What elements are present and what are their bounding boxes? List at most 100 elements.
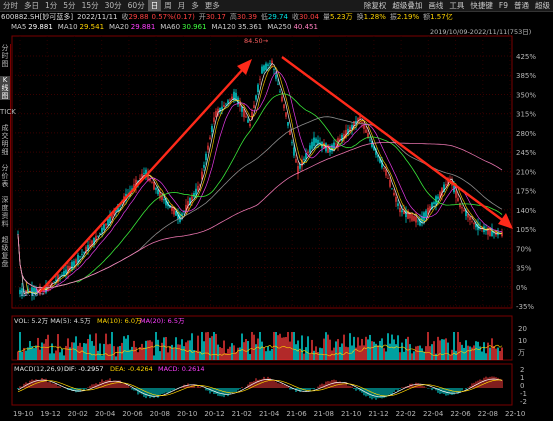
time-tick-label: 21-08 — [314, 410, 334, 418]
side-tab-2[interactable]: TICK — [0, 108, 16, 116]
period-tab-8[interactable]: 周 — [164, 1, 172, 10]
period-tab-5[interactable]: 30分 — [104, 1, 122, 10]
time-tick-label: 21-04 — [259, 410, 280, 418]
volume-bar — [151, 341, 153, 360]
period-tab-1[interactable]: 多日 — [24, 1, 39, 10]
candle-body — [77, 254, 79, 264]
volume-bar — [401, 342, 403, 360]
side-tab-3[interactable]: 成交明细 — [1, 124, 9, 156]
candle-body — [257, 84, 259, 93]
ma-line-0 — [17, 63, 503, 295]
volume-bar — [481, 351, 483, 360]
tool-button-3[interactable]: 工具 — [449, 1, 465, 10]
period-tab-11[interactable]: 更多 — [204, 1, 220, 10]
side-tab-5[interactable]: 深度资料 — [1, 196, 9, 228]
tool-button-5[interactable]: F9 — [498, 1, 508, 10]
period-tab-4[interactable]: 15分 — [81, 1, 99, 10]
tool-button-0[interactable]: 除复权 — [363, 1, 387, 10]
volume-bar — [95, 333, 97, 360]
candle-body — [377, 154, 379, 158]
time-axis: 19-10 19-12 20-02 20-04 20-06 20-08 20-10 20-12… — [13, 410, 525, 418]
period-tab-6[interactable]: 60分 — [127, 1, 145, 10]
tool-button-6[interactable]: 普通 — [514, 1, 529, 10]
volume-bar — [165, 337, 167, 360]
candle-body — [33, 287, 35, 295]
volume-bar — [201, 332, 203, 360]
macd-title: MACD(12,26,9) — [14, 365, 63, 373]
tool-button-1[interactable]: 超级叠加 — [392, 1, 423, 10]
side-tab-6[interactable]: 超级复盘 — [1, 236, 9, 268]
candle-body — [433, 202, 435, 204]
volume-bar — [301, 335, 303, 360]
period-tab-10[interactable]: 多 — [191, 1, 199, 10]
tool-button-7[interactable]: 超级 — [535, 1, 550, 10]
candle-body — [139, 178, 141, 180]
volume-bar — [249, 354, 251, 360]
time-tick-label: 21-10 — [341, 410, 361, 418]
volume-bar — [309, 353, 311, 360]
volume-bar — [363, 345, 365, 360]
period-tab-9[interactable]: 月 — [177, 1, 186, 10]
volume-bar — [215, 333, 217, 360]
time-tick-label: 22-02 — [396, 410, 416, 418]
ma-value-ma5: 29.881 — [28, 22, 53, 31]
volume-title: VOL: 5.2万 MA(5): 4.5万 — [14, 317, 91, 325]
candle-body — [471, 220, 473, 222]
volume-bar — [255, 344, 257, 360]
quote-amount: 1.57亿 — [430, 12, 453, 21]
candle-body — [413, 215, 415, 221]
side-tab-1[interactable]: K线图 — [0, 76, 10, 100]
period-tab-2[interactable]: 1分 — [45, 1, 58, 10]
volume-bar — [485, 353, 487, 360]
ma-line-3 — [17, 93, 503, 289]
side-tab-4[interactable]: 分价表 — [1, 164, 9, 188]
tool-button-4[interactable]: 快捷键 — [470, 1, 493, 10]
volume-bar — [245, 339, 247, 360]
volume-bar — [395, 344, 397, 360]
volume-bar — [65, 345, 67, 360]
candle-body — [249, 123, 251, 127]
time-tick-label: 19-10 — [13, 410, 33, 418]
volume-bar — [445, 338, 447, 360]
candlestick-series — [17, 58, 503, 301]
volume-bar — [263, 347, 265, 360]
volume-bar — [453, 332, 455, 360]
date-range-text: 2019/10/09-2022/11/11(753日) — [430, 28, 531, 36]
candle-body — [207, 145, 209, 150]
candle-body — [281, 96, 283, 102]
ma-label-ma20: MA20 — [109, 22, 129, 31]
uptrend-arrowhead — [237, 59, 252, 75]
candle-body — [293, 147, 295, 156]
price-tick-label: -35% — [516, 303, 534, 311]
volume-bar — [435, 353, 437, 360]
time-tick-label: 20-08 — [150, 410, 170, 418]
side-tab-0[interactable]: 分时图 — [1, 44, 9, 68]
period-tab-7[interactable]: 日 — [147, 0, 162, 11]
candle-body — [437, 196, 439, 199]
period-tab-3[interactable]: 5分 — [63, 1, 76, 10]
volume-bar — [179, 344, 181, 360]
quote-change: 0.57%(0.17) — [151, 12, 195, 21]
volume-bar — [219, 347, 221, 360]
volume-bar — [323, 338, 325, 360]
volume-bar — [73, 342, 75, 360]
volume-bar — [389, 343, 391, 360]
volume-bar — [129, 349, 131, 360]
quote-turnover: 1.28% — [363, 12, 386, 21]
candle-body — [229, 99, 231, 101]
candle-body — [67, 265, 69, 274]
volume-bar — [71, 342, 73, 360]
volume-bar — [491, 338, 493, 360]
volume-bar — [223, 340, 225, 360]
period-tab-0[interactable]: 分时 — [3, 1, 18, 10]
candle-body — [279, 91, 281, 93]
candle-body — [411, 213, 413, 221]
candle-body — [227, 100, 229, 104]
volume-bar — [139, 346, 141, 360]
candle-body — [317, 139, 319, 145]
tool-button-2[interactable]: 画线 — [428, 1, 444, 10]
volume-bar — [107, 344, 109, 360]
candle-body — [335, 143, 337, 145]
candle-body — [399, 207, 401, 213]
